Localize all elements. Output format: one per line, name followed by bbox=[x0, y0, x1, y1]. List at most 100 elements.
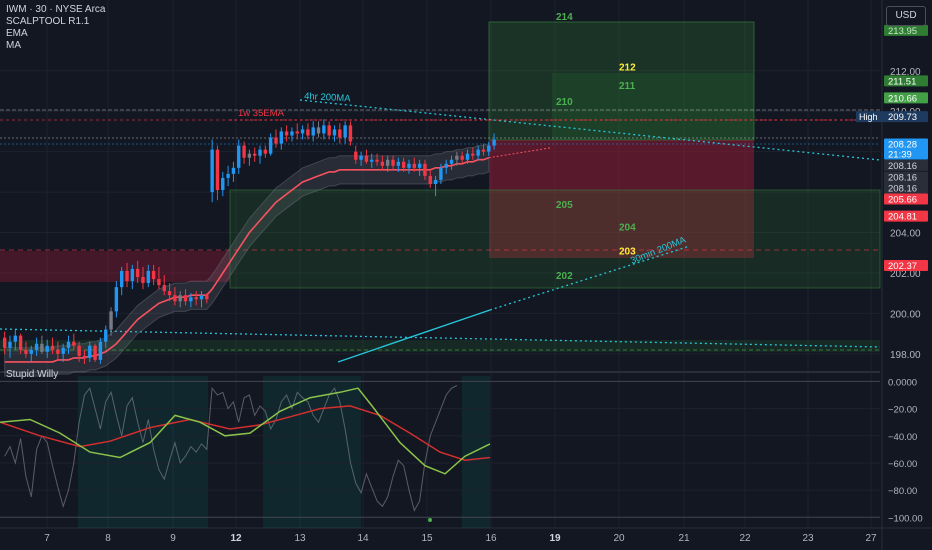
osc-signal-dot bbox=[428, 518, 432, 522]
candle bbox=[56, 341, 60, 360]
candle-body bbox=[205, 295, 209, 300]
candle bbox=[253, 147, 257, 162]
candle bbox=[114, 281, 119, 318]
price-marker: 202.37 bbox=[884, 259, 928, 272]
candle bbox=[487, 141, 491, 156]
time-tick-label: 23 bbox=[802, 533, 814, 544]
candle-body bbox=[338, 129, 342, 138]
price-marker-bg bbox=[884, 75, 928, 87]
candle-body bbox=[231, 167, 236, 174]
candle-body bbox=[412, 163, 416, 168]
candle bbox=[109, 307, 113, 336]
price-tick-label: 212.00 bbox=[890, 67, 921, 78]
candle-body bbox=[72, 341, 76, 346]
time-tick-label: 9 bbox=[170, 533, 176, 544]
price-marker-text: 210.66 bbox=[888, 93, 917, 104]
candle-body bbox=[210, 149, 214, 193]
candle-body bbox=[471, 153, 475, 156]
candle bbox=[173, 287, 177, 306]
candle bbox=[423, 159, 427, 180]
support-zone bbox=[229, 189, 881, 289]
ma-30min-line bbox=[337, 309, 491, 363]
candle bbox=[247, 149, 252, 166]
price-marker: 205.66 bbox=[884, 193, 928, 205]
candle-body bbox=[359, 155, 363, 160]
price-marker-text: 208.16 bbox=[888, 173, 917, 184]
candle-body bbox=[274, 137, 278, 144]
candle bbox=[460, 151, 464, 164]
candle bbox=[237, 139, 241, 174]
osc-band-2 bbox=[263, 376, 361, 528]
candle bbox=[82, 349, 87, 364]
price-axis[interactable]: 212.00210.00208.00206.00204.00202.00200.… bbox=[856, 24, 928, 524]
candle-body bbox=[247, 153, 252, 158]
indicator-ma[interactable]: MA bbox=[6, 40, 21, 51]
resistance-zone bbox=[0, 251, 230, 282]
indicator-ema[interactable]: EMA bbox=[6, 28, 28, 39]
candle bbox=[104, 325, 108, 348]
candle-body bbox=[40, 343, 44, 352]
candle bbox=[242, 141, 246, 164]
candle-body bbox=[98, 341, 103, 360]
candle bbox=[386, 155, 390, 172]
time-tick-label: 8 bbox=[105, 533, 111, 544]
candle-body bbox=[354, 151, 358, 160]
candle bbox=[396, 157, 401, 172]
high-tag-bg bbox=[856, 111, 884, 123]
candle-body bbox=[109, 311, 113, 330]
candle-body bbox=[444, 163, 448, 168]
candle-body bbox=[401, 161, 406, 168]
candle-body bbox=[226, 173, 230, 178]
candle-body bbox=[386, 159, 390, 166]
symbol-title[interactable]: IWM · 30 · NYSE Arca bbox=[6, 4, 106, 15]
level-label: 203 bbox=[619, 247, 636, 258]
candle-body bbox=[316, 127, 321, 134]
candle bbox=[157, 266, 161, 290]
candle bbox=[146, 264, 150, 288]
stop-zone bbox=[489, 140, 754, 258]
candle bbox=[167, 283, 172, 302]
candle bbox=[348, 121, 353, 146]
time-axis[interactable]: 7 8 9 12 13 14 15 16 19 20 21 22 23 27 bbox=[44, 533, 877, 544]
osc-tick-label: 0.0000 bbox=[888, 377, 917, 388]
level-label: 212 bbox=[619, 63, 636, 74]
candle-body bbox=[82, 355, 87, 358]
candle-body bbox=[417, 163, 422, 168]
osc-tick-label: −100.00 bbox=[888, 513, 923, 524]
osc-slow-line bbox=[0, 405, 491, 461]
candle bbox=[444, 159, 448, 174]
candle bbox=[88, 341, 92, 362]
candle-body bbox=[120, 270, 124, 288]
candle-body bbox=[2, 337, 7, 348]
candle bbox=[199, 291, 204, 308]
candle-body bbox=[268, 137, 273, 154]
candle bbox=[311, 121, 315, 142]
oscillator-title[interactable]: Stupid Willy bbox=[6, 369, 59, 380]
time-tick-label: 14 bbox=[357, 533, 369, 544]
candle bbox=[439, 163, 443, 184]
osc-tick-label: −60.00 bbox=[888, 459, 917, 470]
candle-body bbox=[151, 270, 156, 280]
candle-body bbox=[492, 139, 496, 146]
price-marker-bg bbox=[884, 171, 928, 183]
candle-body bbox=[157, 279, 161, 286]
candle bbox=[279, 127, 283, 150]
candle-body bbox=[34, 343, 39, 350]
candle-body bbox=[348, 125, 353, 142]
candle bbox=[40, 335, 44, 354]
candle bbox=[449, 155, 454, 170]
indicator-scalptool[interactable]: SCALPTOOL R1.1 bbox=[6, 16, 90, 27]
candle bbox=[24, 341, 28, 358]
time-tick-label: 21 bbox=[678, 533, 690, 544]
candle-body bbox=[396, 161, 401, 166]
osc-tick-label: −40.00 bbox=[888, 432, 917, 443]
ema-projection bbox=[488, 147, 553, 159]
currency-button[interactable]: USD bbox=[886, 6, 926, 26]
candle bbox=[50, 337, 55, 354]
price-marker: 209.73 High bbox=[856, 111, 928, 123]
price-marker: 211.51 bbox=[884, 75, 928, 87]
candle bbox=[455, 151, 459, 166]
level-label: 205 bbox=[556, 200, 573, 211]
